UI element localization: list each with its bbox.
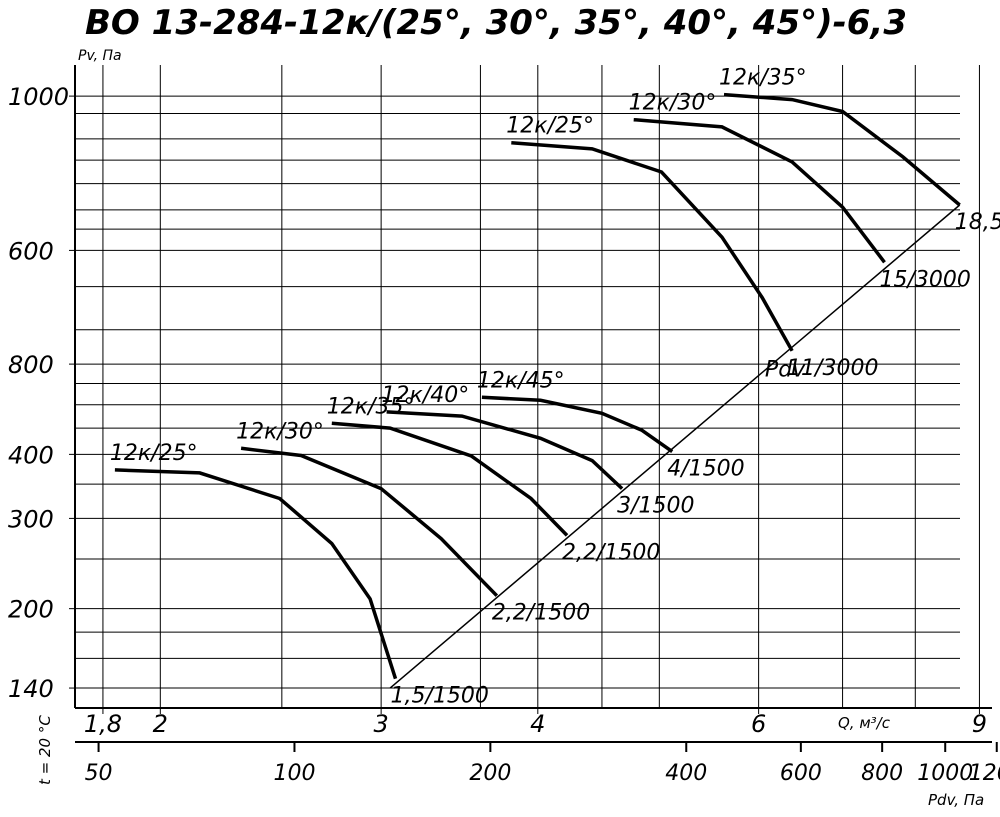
curve-name: 12к/30° xyxy=(236,419,324,444)
x2-tick-label: 100 xyxy=(273,761,315,786)
end-label: 4/1500 xyxy=(667,457,744,482)
curve-name: 12к/40° xyxy=(382,383,470,408)
end-label: 2,2/1500 xyxy=(492,601,590,626)
curve xyxy=(386,410,624,490)
curve xyxy=(633,117,886,264)
curve xyxy=(331,421,569,537)
curve xyxy=(511,140,794,352)
x2-tick-label: 400 xyxy=(665,761,707,786)
curve xyxy=(389,204,961,689)
x2-tick-label: 800 xyxy=(861,761,903,786)
chart-title: ВО 13-284-12к/(25°, 30°, 35°, 40°, 45°)-… xyxy=(85,3,907,43)
end-label: 3/1500 xyxy=(617,494,694,519)
curve-name: 12к/35° xyxy=(327,394,415,419)
end-label: 2,2/1500 xyxy=(562,540,660,565)
y-axis-label: Pv, Па xyxy=(78,48,122,64)
y-tick-label: 140 xyxy=(8,675,54,703)
curve-name: 12к/25° xyxy=(110,441,198,466)
end-label: 15/3000 xyxy=(879,267,970,292)
x-tick-label: 6 xyxy=(751,710,766,738)
curve-name: Pdv xyxy=(765,358,806,383)
x2-tick-label: 50 xyxy=(85,761,113,786)
x-axis-label: Q, м³/с xyxy=(838,714,891,732)
curve-name: 12к/35° xyxy=(719,66,807,91)
curve xyxy=(481,395,674,454)
y-tick-label: 1000 xyxy=(8,83,69,111)
end-label: 11/3000 xyxy=(787,356,878,381)
x-tick-label: 9 xyxy=(972,710,987,738)
x2-axis-label: Pdv, Па xyxy=(928,791,984,809)
y-tick-label: 300 xyxy=(8,505,54,533)
end-label: 1,5/1500 xyxy=(390,684,488,709)
y-tick-label: 600 xyxy=(8,237,54,265)
y-tick-label: 200 xyxy=(8,596,54,624)
x2-tick-label: 1200 xyxy=(969,761,1000,786)
x-tick-label: 3 xyxy=(373,710,388,738)
x-tick-label: 2 xyxy=(153,710,168,738)
y-tick-label: 800 xyxy=(8,351,54,379)
x2-tick-label: 200 xyxy=(469,761,511,786)
curve xyxy=(240,446,499,597)
curve-name: 12к/25° xyxy=(506,114,594,139)
y-tick-label: 400 xyxy=(8,441,54,469)
x-tick-label: 1,8 xyxy=(84,710,122,738)
end-label: 18,5/3000 xyxy=(955,210,1000,235)
x2-tick-label: 600 xyxy=(780,761,822,786)
curve-name: 12к/45° xyxy=(477,368,565,393)
curve-name: 12к/30° xyxy=(629,91,717,116)
x2-note: t = 20 °С xyxy=(36,715,54,785)
curve xyxy=(114,468,398,680)
curve xyxy=(723,92,961,207)
x-tick-label: 4 xyxy=(530,710,545,738)
x2-tick-label: 1000 xyxy=(917,761,973,786)
